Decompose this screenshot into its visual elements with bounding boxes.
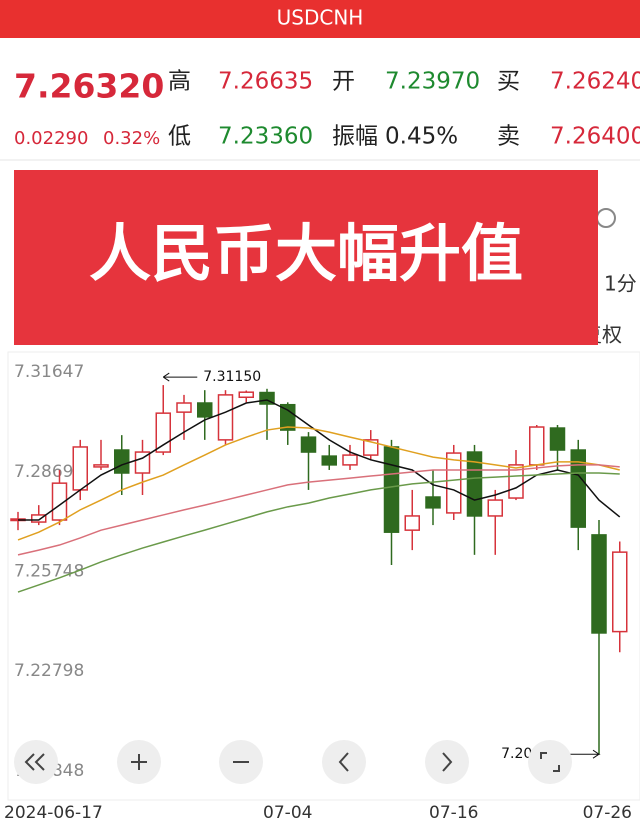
candle-body <box>446 452 462 514</box>
prev-icon <box>338 752 349 772</box>
candle-body <box>134 451 151 474</box>
candle-body <box>487 499 503 517</box>
sell-value: 7.26400 <box>550 124 640 150</box>
header-bar <box>0 0 640 38</box>
max-arrow <box>162 372 198 382</box>
settings-icon[interactable] <box>596 208 616 228</box>
open-value: 7.23970 <box>385 69 480 95</box>
candle-body <box>591 534 607 634</box>
candle-body <box>176 402 192 413</box>
ma-line <box>17 472 620 593</box>
plus-icon <box>131 754 147 770</box>
high-value: 7.26635 <box>218 69 313 95</box>
candle-body <box>570 449 586 528</box>
rewind-icon <box>24 753 45 771</box>
x-tick-label: 2024-06-17 <box>4 803 103 823</box>
min-arrow <box>565 749 601 759</box>
fullscreen-button[interactable] <box>528 740 572 784</box>
label: 卖 <box>497 124 520 150</box>
y-tick-label: 7.25748 <box>14 561 84 581</box>
candle-body <box>93 464 109 468</box>
candle-body <box>72 446 88 491</box>
ma-line <box>17 464 620 556</box>
candle-body <box>383 446 400 533</box>
last-price: 7.26320 <box>14 67 164 106</box>
label: 高 <box>168 69 191 95</box>
candle-body <box>529 426 545 466</box>
candle-body <box>238 391 254 399</box>
candle-body <box>425 496 441 509</box>
y-tick-label: 7.22798 <box>14 661 84 681</box>
candle-body <box>280 403 296 431</box>
fullscreen-icon <box>540 752 560 772</box>
low-value: 7.23360 <box>218 124 313 150</box>
label: 低 <box>168 124 191 150</box>
y-tick-label: 7.28697 <box>14 462 84 482</box>
header-title: USDCNH <box>277 6 364 30</box>
buy-value: 7.26240 <box>550 69 640 95</box>
candle-body <box>259 391 275 405</box>
candle-body <box>549 427 566 451</box>
candle-body <box>321 455 337 466</box>
candle-body <box>31 514 47 523</box>
candle-body <box>51 482 68 521</box>
plot: 7.316477.286977.257487.227987.198482024-… <box>4 362 632 823</box>
candle-body <box>197 402 213 418</box>
label: 买 <box>497 69 520 95</box>
banner <box>14 170 598 345</box>
change-pct: 0.32% <box>103 128 160 149</box>
x-tick-label: 07-26 <box>583 803 632 823</box>
change: 0.02290 <box>14 128 88 149</box>
chart-panel <box>7 351 640 801</box>
candle-body <box>342 454 358 466</box>
toolbar-icons <box>24 752 560 772</box>
candle-body <box>217 394 234 441</box>
x-tick-label: 07-04 <box>263 803 312 823</box>
candle-body <box>114 449 130 474</box>
x-tick-label: 07-16 <box>429 803 478 823</box>
label: 开 <box>332 69 355 95</box>
amplitude-value: 0.45% <box>385 124 458 150</box>
candle-body <box>155 412 171 453</box>
label: 振幅 <box>332 124 378 150</box>
ma-line <box>17 426 620 541</box>
candle-body <box>612 551 628 633</box>
next-icon <box>442 752 453 772</box>
candle-body <box>300 436 317 453</box>
prev-button[interactable] <box>322 740 366 784</box>
max-label: 7.31150 <box>203 369 261 385</box>
banner-text: 人民币大幅升值 <box>89 217 523 290</box>
candle-body <box>404 515 420 531</box>
ma-line <box>18 399 621 521</box>
next-button[interactable] <box>425 740 469 784</box>
period-tab[interactable]: 1分 <box>604 272 637 296</box>
candle-body <box>363 439 379 456</box>
y-tick-label: 7.31647 <box>14 362 84 382</box>
